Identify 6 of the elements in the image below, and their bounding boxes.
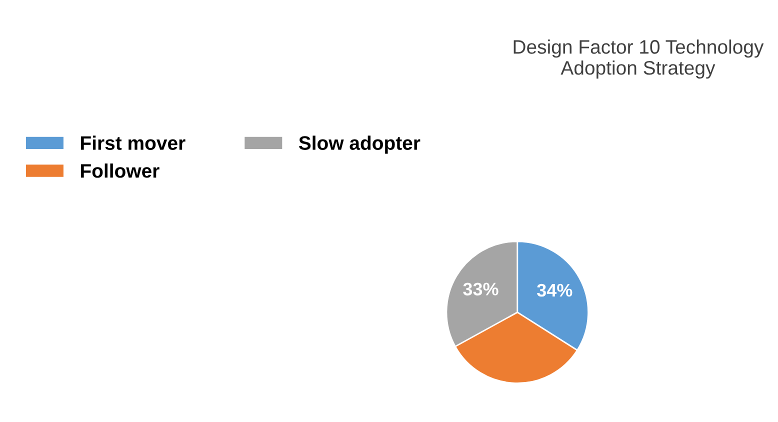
data-label: 34% — [536, 284, 572, 297]
legend-label: First mover — [81, 136, 186, 150]
legend-label: Follower — [81, 164, 160, 178]
text: Design Factor 10 Technology Adoption Strategy — [514, 40, 764, 79]
data-label: 33% — [463, 282, 498, 296]
legend-label: Slow adopter — [298, 136, 420, 154]
